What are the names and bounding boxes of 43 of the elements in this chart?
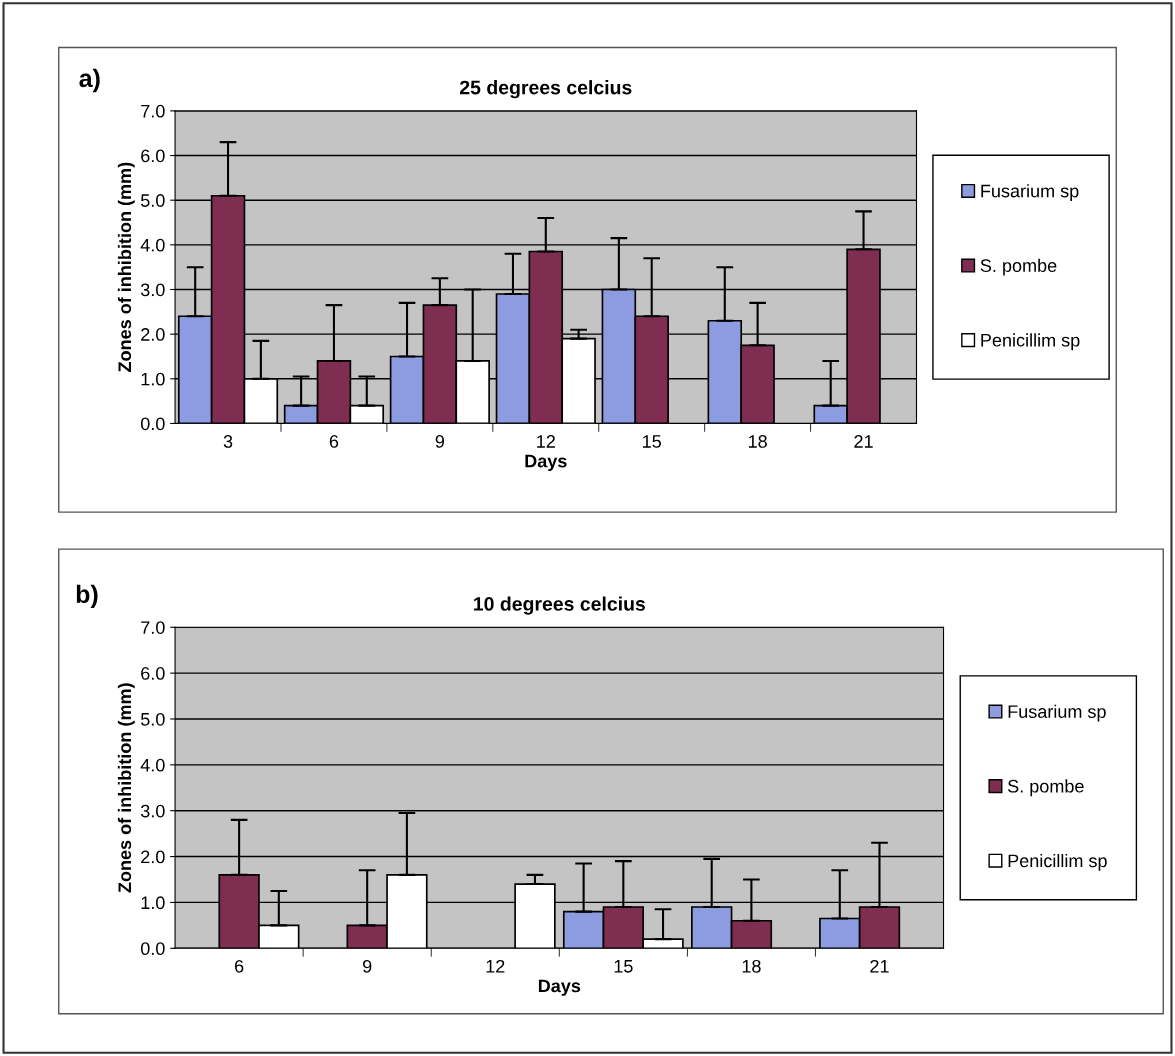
y-tick-label: 4.0 — [140, 758, 165, 772]
legend-label: S. pombe — [1008, 779, 1084, 797]
legend-label: Fusarium sp — [981, 184, 1079, 201]
x-axis-title: Days — [538, 979, 581, 996]
y-tick-label: 7.0 — [141, 104, 165, 118]
text: a) — [79, 68, 100, 93]
legend-label: Penicillim sp — [1008, 853, 1107, 871]
x-tick-label: 12 — [537, 435, 555, 448]
legend-label: Fusarium sp — [1008, 704, 1106, 722]
x-tick-label: 21 — [870, 959, 889, 973]
chart-title: 25 degrees celcius — [459, 80, 632, 99]
x-tick-label: 15 — [643, 435, 661, 448]
x-tick-label: 18 — [748, 435, 767, 448]
x-tick-label: 3 — [223, 435, 233, 448]
legend-label: S. pombe — [980, 258, 1057, 276]
y-tick-label: 2.0 — [141, 328, 165, 341]
x-tick-label: 6 — [235, 959, 244, 973]
x-axis-title: Days — [525, 454, 567, 472]
y-tick-label: 0.0 — [140, 942, 165, 956]
y-tick-label: 0.0 — [140, 417, 165, 431]
text: b) — [76, 584, 98, 608]
y-tick-label: 6.0 — [141, 149, 165, 163]
y-tick-label: 3.0 — [140, 283, 165, 297]
x-tick-label: 9 — [363, 959, 372, 973]
x-tick-label: 12 — [486, 959, 505, 973]
x-tick-label: 21 — [854, 435, 873, 448]
y-tick-label: 2.0 — [141, 850, 165, 864]
x-tick-label: 15 — [614, 960, 633, 973]
y-tick-label: 7.0 — [141, 621, 165, 634]
y-axis-title: Zones of inhibition (mm) — [117, 162, 135, 372]
y-tick-label: 1.0 — [141, 372, 165, 386]
y-tick-label: 6.0 — [141, 667, 165, 680]
x-tick-label: 6 — [329, 435, 339, 448]
x-tick-label: 9 — [435, 435, 445, 448]
y-tick-label: 4.0 — [140, 238, 165, 252]
y-tick-label: 5.0 — [140, 712, 165, 726]
x-tick-label: 18 — [742, 959, 761, 973]
y-tick-label: 5.0 — [140, 194, 165, 207]
y-tick-label: 1.0 — [141, 896, 165, 910]
y-axis-title: Zones of inhibition (mm) — [117, 683, 135, 893]
chart-title: 10 degrees celcius — [474, 596, 645, 615]
legend-label: Penicillim sp — [981, 333, 1080, 351]
y-tick-label: 3.0 — [140, 804, 165, 818]
